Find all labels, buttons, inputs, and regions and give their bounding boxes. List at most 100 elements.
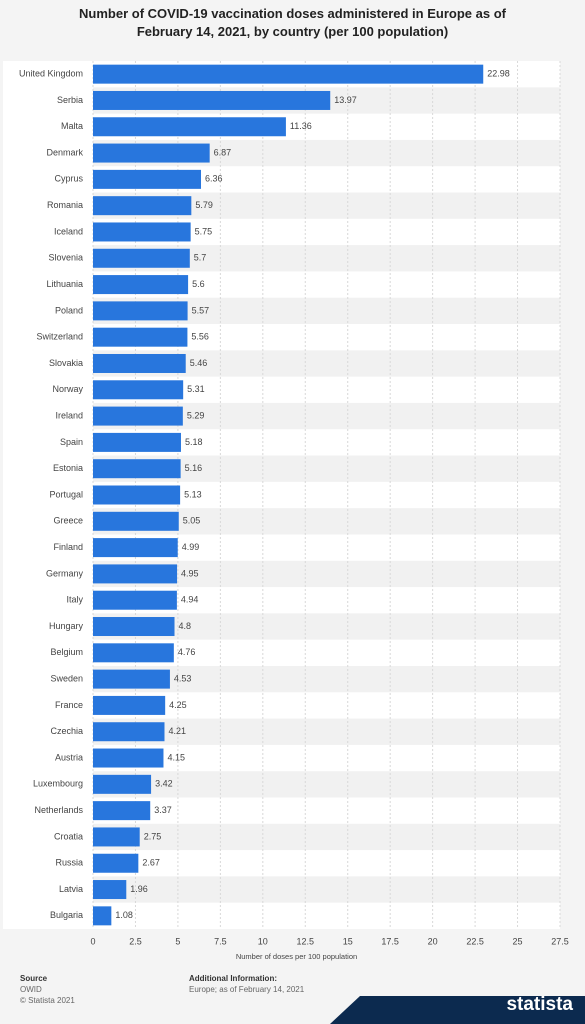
y-tick-label: Netherlands <box>34 805 83 815</box>
bar <box>93 511 179 531</box>
bar <box>93 90 331 110</box>
bar <box>93 275 189 295</box>
value-label: 4.25 <box>169 700 187 710</box>
y-tick-label: Finland <box>53 542 83 552</box>
value-label: 5.13 <box>184 489 202 499</box>
bar <box>93 143 210 163</box>
y-tick-label: Austria <box>55 752 83 762</box>
bar <box>93 169 202 189</box>
y-tick-label: Ireland <box>55 410 83 420</box>
bar <box>93 853 139 873</box>
y-tick-label: Germany <box>46 568 84 578</box>
y-tick-label: Hungary <box>49 621 84 631</box>
y-tick-label: Lithuania <box>46 279 83 289</box>
value-label: 4.15 <box>167 752 185 762</box>
y-tick-label: Bulgaria <box>50 910 83 920</box>
y-tick-label: Slovakia <box>49 358 83 368</box>
x-tick-label: 25 <box>513 936 523 946</box>
row-stripe <box>93 665 560 693</box>
row-stripe <box>93 823 560 851</box>
source: Source OWID © Statista 2021 <box>20 973 75 1006</box>
y-tick-label: Estonia <box>53 463 83 473</box>
bar <box>93 406 183 426</box>
value-label: 4.76 <box>178 647 196 657</box>
y-tick-label: Switzerland <box>36 332 83 342</box>
value-label: 5.6 <box>192 279 205 289</box>
x-axis-title: Number of doses per 100 population <box>236 952 357 961</box>
y-tick-label: Poland <box>55 305 83 315</box>
x-tick-label: 12.5 <box>297 936 315 946</box>
value-label: 5.16 <box>185 463 203 473</box>
row-stripe <box>93 771 560 798</box>
y-tick-label: Denmark <box>46 147 83 157</box>
y-tick-label: United Kingdom <box>19 69 83 79</box>
x-tick-label: 27.5 <box>551 936 569 946</box>
row-stripe <box>93 876 560 903</box>
source-heading: Source <box>20 974 48 983</box>
bar <box>93 564 178 584</box>
value-label: 5.7 <box>194 253 207 263</box>
y-tick-label: Slovenia <box>48 253 83 263</box>
value-label: 1.96 <box>130 884 148 894</box>
bar <box>93 617 175 637</box>
y-tick-label: Romania <box>47 200 83 210</box>
y-tick-label: Cyprus <box>54 174 83 184</box>
value-label: 6.87 <box>214 147 232 157</box>
additional-info: Additional Information: Europe; as of Fe… <box>189 973 304 995</box>
x-tick-label: 20 <box>428 936 438 946</box>
source-line: OWID <box>20 985 42 994</box>
y-tick-label: Croatia <box>54 831 83 841</box>
x-tick-label: 10 <box>258 936 268 946</box>
value-label: 4.95 <box>181 568 199 578</box>
bar <box>93 353 186 373</box>
bar <box>93 459 181 479</box>
value-label: 13.97 <box>334 95 357 105</box>
bar <box>93 695 166 715</box>
y-tick-label: Spain <box>60 437 83 447</box>
value-label: 1.08 <box>115 910 133 920</box>
value-label: 2.67 <box>142 858 160 868</box>
source-line: © Statista 2021 <box>20 996 75 1005</box>
y-tick-label: Czechia <box>50 726 83 736</box>
value-label: 2.75 <box>144 831 162 841</box>
bar <box>93 222 191 242</box>
x-tick-label: 2.5 <box>129 936 142 946</box>
bar <box>93 117 286 137</box>
value-label: 5.31 <box>187 384 205 394</box>
value-label: 11.36 <box>290 121 312 131</box>
bar <box>93 748 164 768</box>
value-label: 4.94 <box>181 595 199 605</box>
bar <box>93 327 188 347</box>
row-stripe <box>93 718 560 745</box>
bar <box>93 248 190 268</box>
y-tick-label: Serbia <box>57 95 83 105</box>
value-label: 5.29 <box>187 410 205 420</box>
plot-background <box>3 61 560 929</box>
value-label: 5.56 <box>191 332 209 342</box>
y-tick-label: Iceland <box>54 226 83 236</box>
bar <box>93 538 178 558</box>
bar <box>93 669 170 689</box>
bar <box>93 827 140 847</box>
additional-info-text: Europe; as of February 14, 2021 <box>189 985 305 994</box>
y-tick-label: Belgium <box>50 647 83 657</box>
x-tick-label: 17.5 <box>381 936 399 946</box>
bar <box>93 64 484 84</box>
y-tick-label: France <box>55 700 83 710</box>
x-tick-label: 7.5 <box>214 936 227 946</box>
x-tick-label: 22.5 <box>466 936 484 946</box>
bar <box>93 801 151 821</box>
value-label: 6.36 <box>205 174 223 184</box>
x-tick-label: 5 <box>175 936 180 946</box>
chart-title: Number of COVID-19 vaccination doses adm… <box>79 6 506 39</box>
bar <box>93 722 165 742</box>
value-label: 5.05 <box>183 516 201 526</box>
bar <box>93 774 152 794</box>
x-tick-label: 15 <box>343 936 353 946</box>
value-label: 3.37 <box>154 805 172 815</box>
bar <box>93 380 184 400</box>
value-label: 5.57 <box>192 305 210 315</box>
y-tick-label: Portugal <box>49 489 83 499</box>
y-tick-label: Italy <box>66 595 83 605</box>
y-tick-label: Latvia <box>59 884 83 894</box>
